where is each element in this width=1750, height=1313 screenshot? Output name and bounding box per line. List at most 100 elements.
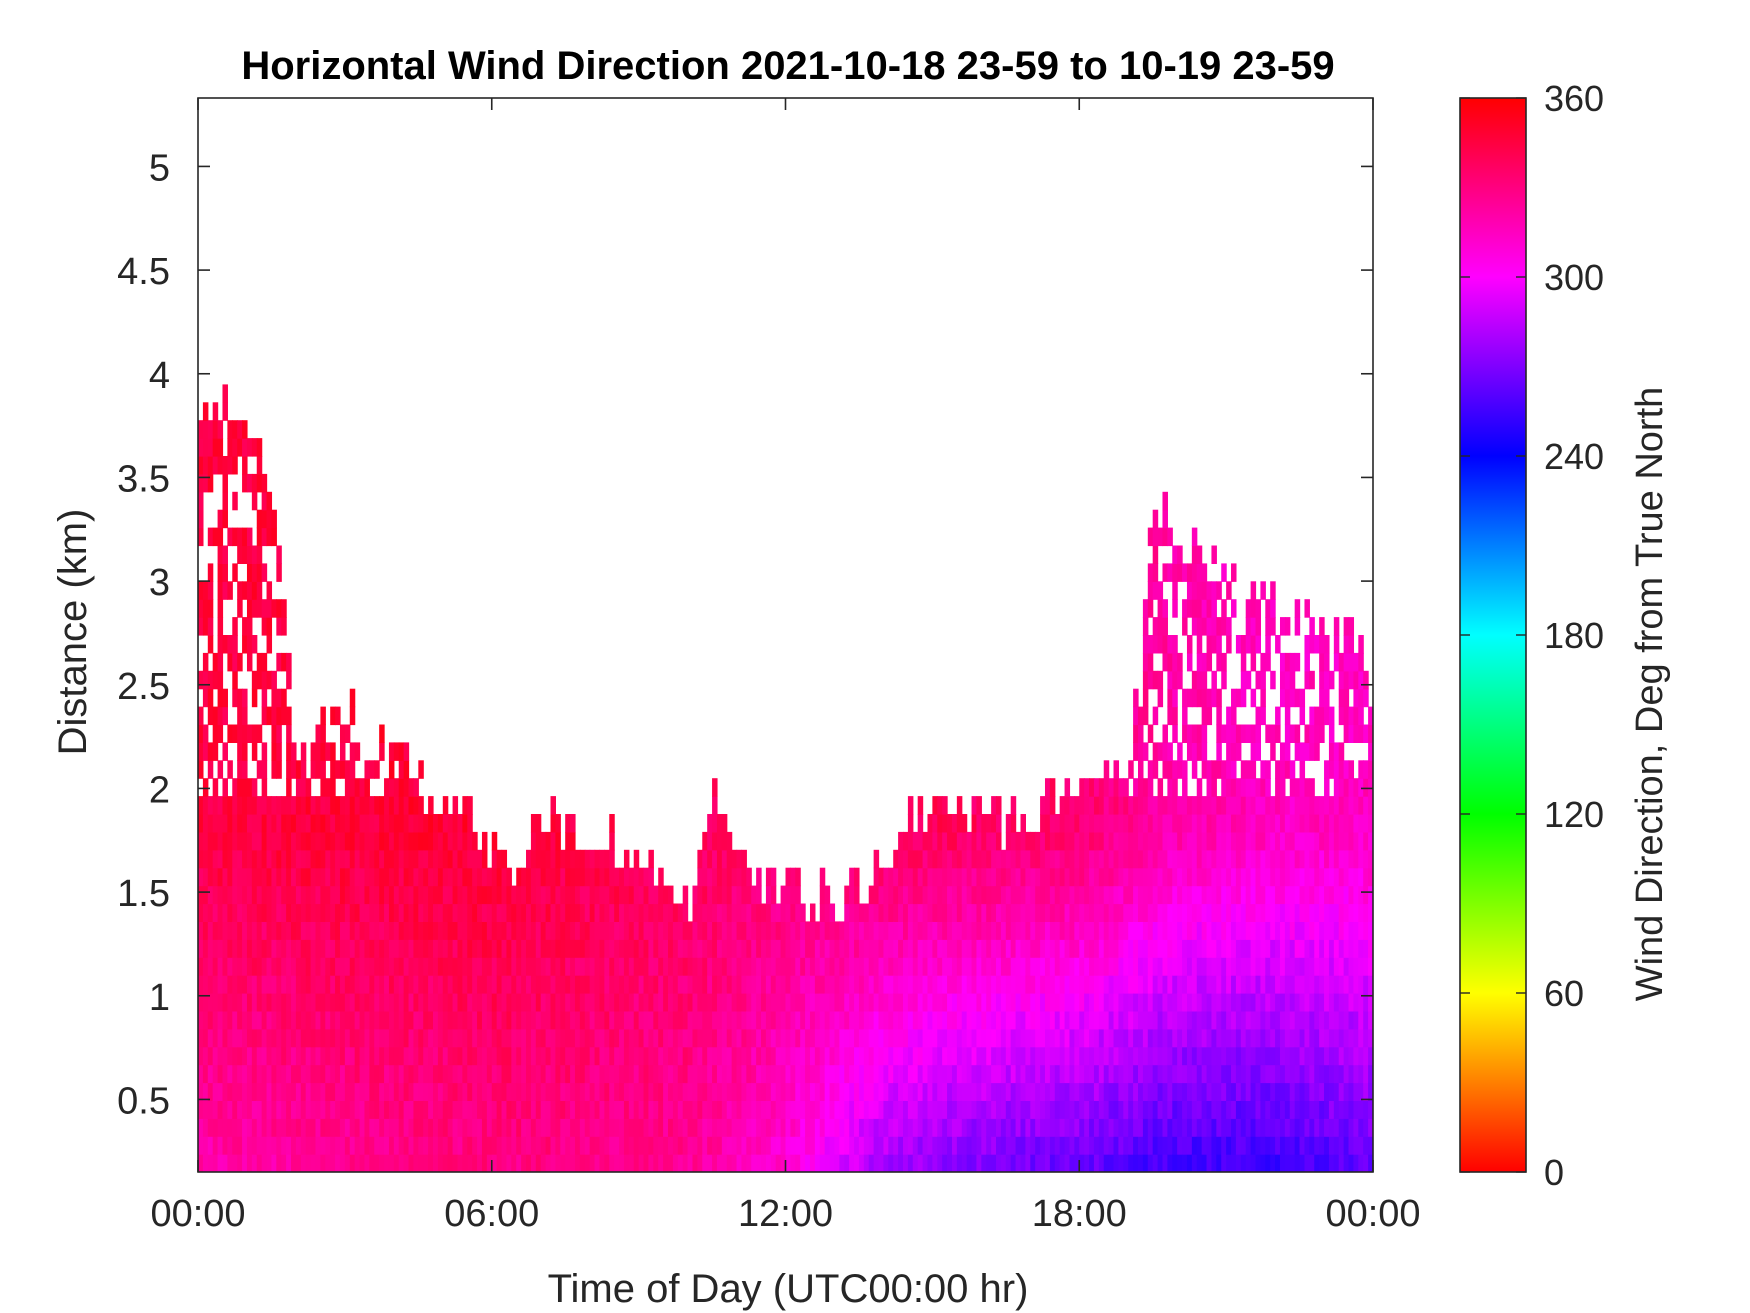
heatmap-cell (623, 939, 630, 958)
heatmap-cell (1221, 617, 1227, 636)
heatmap-cell (344, 1082, 351, 1101)
heatmap-cell (1147, 975, 1154, 994)
heatmap-cell (1196, 1082, 1203, 1101)
heatmap-cell (682, 1136, 689, 1155)
heatmap-cell (579, 1100, 586, 1119)
heatmap-cell (751, 975, 757, 994)
heatmap-cell (472, 849, 478, 869)
heatmap-cell (668, 885, 674, 905)
heatmap-cell (942, 957, 948, 976)
heatmap-cell (854, 1064, 860, 1084)
heatmap-cell (472, 1010, 478, 1030)
heatmap-cell (574, 903, 581, 922)
heatmap-cell (1250, 724, 1257, 743)
heatmap-cell (1133, 1118, 1139, 1137)
heatmap-cell (579, 885, 586, 905)
heatmap-cell (364, 849, 370, 869)
heatmap-cell (1108, 1046, 1115, 1066)
heatmap-cell (398, 760, 405, 779)
heatmap-cell (403, 939, 410, 958)
heatmap-cell (1123, 1028, 1129, 1048)
heatmap-cell (1304, 1136, 1310, 1155)
heatmap-cell (433, 921, 439, 940)
heatmap-cell (599, 903, 605, 922)
heatmap-cell (589, 1028, 596, 1048)
heatmap-cell (765, 1064, 772, 1084)
heatmap-cell (996, 796, 1002, 815)
heatmap-cell (276, 599, 282, 618)
heatmap-cell (1172, 814, 1178, 833)
heatmap-cell (418, 1154, 424, 1172)
heatmap-cell (1216, 1100, 1222, 1119)
heatmap-cell (393, 1136, 400, 1155)
heatmap-cell (305, 1136, 312, 1155)
heatmap-cell (1025, 957, 1031, 976)
heatmap-cell (369, 885, 375, 905)
heatmap-cell (1206, 796, 1213, 815)
heatmap-cell (1123, 1136, 1129, 1155)
heatmap-cell (354, 1028, 361, 1048)
heatmap-cell (751, 885, 757, 905)
heatmap-cell (1299, 1064, 1306, 1084)
heatmap-cell (486, 885, 493, 905)
heatmap-cell (1059, 1010, 1066, 1030)
heatmap-cell (579, 849, 586, 869)
heatmap-cell (668, 1136, 674, 1155)
heatmap-cell (863, 939, 870, 958)
heatmap-cell (1211, 760, 1217, 779)
heatmap-cell (574, 885, 581, 905)
heatmap-cell (491, 1082, 498, 1101)
heatmap-cell (927, 1046, 933, 1066)
heatmap-cell (207, 921, 214, 940)
heatmap-cell (1191, 760, 1198, 779)
heatmap-cell (305, 921, 312, 940)
heatmap-cell (800, 975, 806, 994)
heatmap-cell (1265, 957, 1271, 976)
heatmap-cell (207, 599, 214, 618)
heatmap-cell (242, 778, 248, 797)
heatmap-cell (976, 1082, 982, 1101)
heatmap-cell (854, 1100, 860, 1119)
heatmap-cell (932, 1118, 938, 1137)
heatmap-cell (217, 599, 224, 618)
heatmap-cell (237, 706, 243, 726)
heatmap-cell (893, 849, 899, 869)
heatmap-cell (844, 939, 850, 958)
heatmap-cell (1049, 1010, 1056, 1030)
heatmap-cell (344, 831, 351, 851)
heatmap-cell (1206, 778, 1213, 797)
heatmap-cell (672, 939, 679, 958)
heatmap-cell (315, 939, 321, 958)
heatmap-cell (261, 1100, 268, 1119)
heatmap-cell (1167, 957, 1173, 976)
heatmap-cell (574, 1154, 581, 1172)
heatmap-cell (800, 903, 806, 922)
heatmap-cell (1123, 867, 1129, 887)
heatmap-cell (903, 1010, 909, 1030)
heatmap-cell (976, 885, 982, 905)
heatmap-cell (1074, 1136, 1080, 1155)
heatmap-cell (344, 778, 351, 797)
heatmap-cell (971, 921, 978, 940)
heatmap-cell (829, 1118, 836, 1137)
heatmap-cell (374, 796, 380, 815)
heatmap-cell (1186, 724, 1193, 743)
heatmap-cell (202, 402, 209, 421)
heatmap-cell (599, 993, 605, 1012)
heatmap-cell (1201, 796, 1208, 815)
heatmap-cell (393, 1010, 400, 1030)
heatmap-cell (560, 975, 566, 994)
heatmap-cell (486, 1100, 493, 1119)
heatmap-cell (198, 1118, 204, 1137)
heatmap-cell (452, 1064, 459, 1084)
heatmap-cell (202, 688, 209, 708)
heatmap-cell (770, 885, 777, 905)
heatmap-cell (1093, 1136, 1100, 1155)
heatmap-cell (276, 760, 282, 779)
heatmap-cell (1279, 1028, 1286, 1048)
heatmap-cell (198, 599, 204, 618)
heatmap-cell (1113, 903, 1120, 922)
heatmap-cell (893, 1100, 899, 1119)
heatmap-cell (829, 1064, 836, 1084)
heatmap-cell (388, 993, 395, 1012)
